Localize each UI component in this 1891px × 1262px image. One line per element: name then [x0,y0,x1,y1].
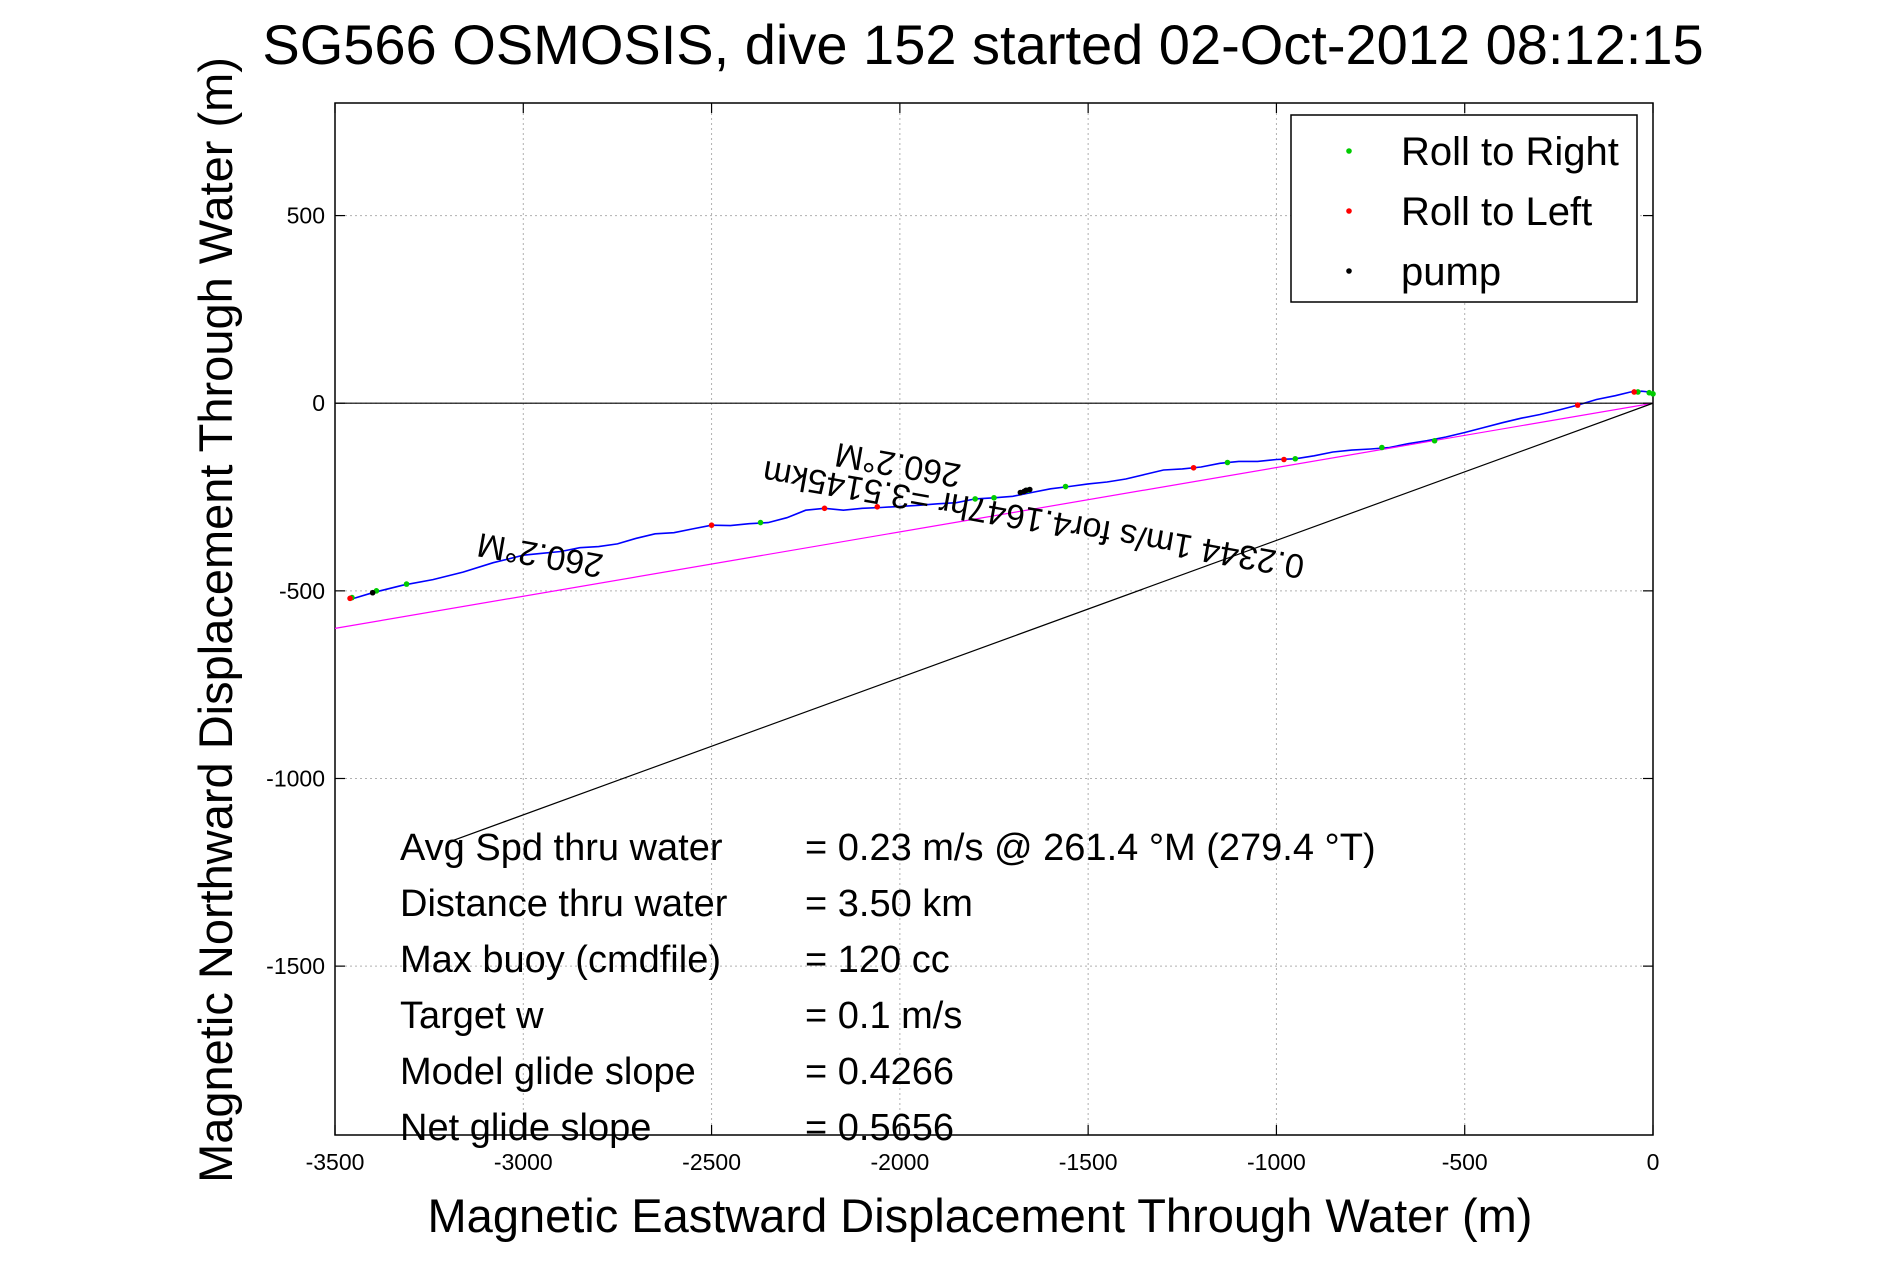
stat-value: = 120 cc [805,939,950,981]
y-tick-label: -1000 [266,765,325,791]
marker-roll-right [1224,459,1231,466]
marker-roll-left [874,503,881,510]
markers-layer [347,389,1656,602]
x-tick-label: -2500 [682,1149,741,1175]
marker-roll-right [991,494,997,501]
marker-roll-right [1292,455,1299,462]
stat-value: = 0.4266 [805,1051,954,1093]
legend-entry-label: Roll to Left [1401,190,1592,234]
marker-roll-right [1379,444,1385,451]
y-axis-label: Magnetic Northward Displacement Through … [189,57,242,1183]
stat-label: Net glide slope [400,1107,651,1149]
legend-marker [1346,208,1352,214]
legend-entry-label: pump [1401,250,1501,294]
marker-roll-right [972,496,978,502]
marker-roll-right [403,581,410,587]
marker-roll-left [708,522,715,528]
marker-roll-left [1574,402,1581,408]
marker-roll-right [1431,437,1438,444]
series-track [353,390,1654,600]
marker-pump [369,589,376,596]
chart-title: SG566 OSMOSIS, dive 152 started 02-Oct-2… [262,13,1703,76]
stats-block: Avg Spd thru water = 0.23 m/s @ 261.4 °M … [400,827,1376,1149]
stat-value: = 0.5656 [805,1107,954,1149]
y-tick-label: 0 [312,390,325,416]
legend-marker [1346,148,1352,154]
stat-label: Target w [400,995,544,1037]
stat-value: = 3.50 km [805,883,973,925]
marker-pump [1026,486,1033,493]
series-reference-line [447,402,1654,843]
x-axis-label: Magnetic Eastward Displacement Through W… [428,1189,1533,1242]
x-tick-label: -1500 [1059,1149,1118,1175]
x-tick-label: 0 [1647,1149,1660,1175]
y-tick-label: 500 [287,203,325,229]
marker-roll-right [1650,391,1656,397]
grid [335,103,1653,1135]
x-tick-label: -3500 [306,1149,365,1175]
marker-roll-left [1190,464,1197,471]
stat-label: Max buoy (cmdfile) [400,939,721,981]
x-tick-label: -2000 [870,1149,929,1175]
stat-value: = 0.1 m/s [805,995,962,1037]
stat-value: = 0.23 m/s @ 261.4 °M (279.4 °T) [805,827,1376,869]
y-tick-label: -500 [279,578,325,604]
legend-marker [1346,268,1352,274]
x-tick-label: -500 [1442,1149,1488,1175]
marker-roll-left [1281,456,1287,463]
legend-entry-label: Roll to Right [1401,130,1619,174]
x-tick-label: -1000 [1247,1149,1306,1175]
stat-label: Avg Spd thru water [400,827,723,869]
stat-label: Distance thru water [400,883,728,925]
x-tick-label: -3000 [494,1149,553,1175]
marker-roll-left [347,595,353,602]
stat-label: Model glide slope [400,1051,696,1093]
y-tick-label: -1500 [266,953,325,979]
marker-roll-left [1631,389,1637,395]
axis-ticks: -3500 -3000 -2500 -2000 -1500 -1000 -500 0 500 0 -… [266,103,1659,1175]
marker-roll-right [757,519,764,526]
legend: Roll to Right Roll to Left pump [1290,114,1638,303]
marker-roll-right [1062,483,1069,490]
marker-roll-left [821,505,828,512]
